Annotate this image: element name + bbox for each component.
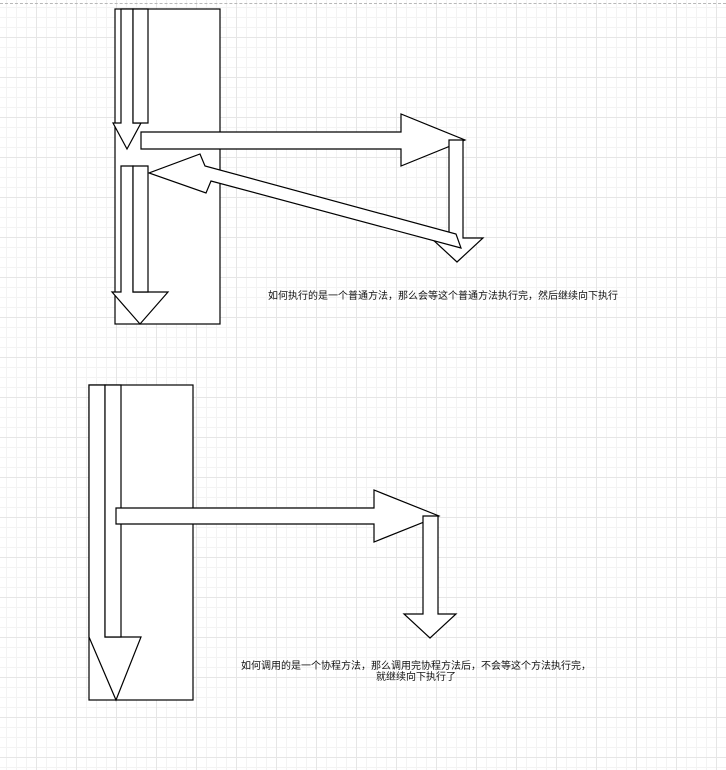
return-arrow-normal <box>147 153 462 249</box>
page-boundary-line <box>0 3 726 4</box>
caller-flow-shadow-1 <box>132 8 149 124</box>
call-arrow-coroutine <box>115 489 441 543</box>
caller-flow-shadow-coroutine <box>104 384 122 638</box>
caption-coroutine-line1: 如何调用的是一个协程方法，那么调用完协程方法后，不会等这个方法执行完， <box>241 661 591 672</box>
coroutine-execution-arrow <box>402 515 458 639</box>
caption-normal-call: 如何执行的是一个普通方法，那么会等这个普通方法执行完，然后继续向下执行 <box>268 291 618 302</box>
caption-coroutine-line2: 就继续向下执行了 <box>376 672 456 683</box>
caption-coroutine-call: 如何调用的是一个协程方法，那么调用完协程方法后，不会等这个方法执行完， 就继续向… <box>241 661 591 683</box>
call-arrow-normal <box>140 113 467 167</box>
caller-flow-shadow-2 <box>132 165 149 293</box>
